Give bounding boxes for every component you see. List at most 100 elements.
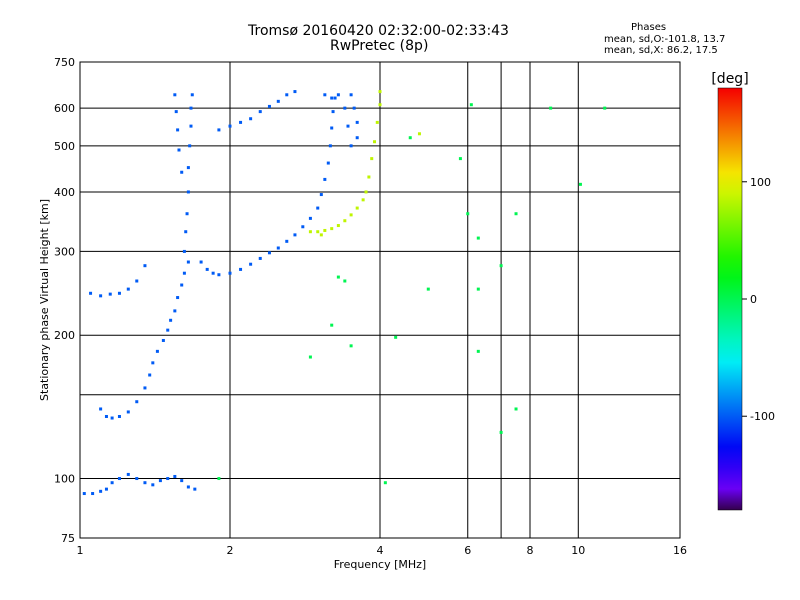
data-point <box>301 225 305 229</box>
data-point <box>343 106 347 110</box>
data-point <box>336 93 340 97</box>
data-point <box>135 279 139 283</box>
data-point <box>336 224 340 228</box>
data-point <box>161 338 165 342</box>
data-point <box>182 249 186 253</box>
x-tick-label: 1 <box>77 544 84 557</box>
data-point <box>499 430 503 434</box>
data-point <box>99 407 103 411</box>
data-point <box>186 260 190 264</box>
x-tick-label: 6 <box>464 544 471 557</box>
data-point <box>135 400 139 404</box>
data-point <box>173 309 177 313</box>
data-point <box>361 198 365 202</box>
data-point <box>199 260 203 264</box>
data-point <box>135 477 139 481</box>
data-point <box>330 227 334 231</box>
data-point <box>180 479 184 483</box>
data-point <box>328 144 332 148</box>
data-point <box>469 103 473 107</box>
data-point <box>408 136 412 140</box>
x-tick-label: 2 <box>227 544 234 557</box>
data-point <box>323 177 327 181</box>
data-point <box>326 161 330 165</box>
data-point <box>173 474 177 478</box>
data-point <box>476 236 480 240</box>
data-point <box>378 90 382 94</box>
data-point <box>330 126 334 130</box>
data-point <box>108 292 112 296</box>
data-point <box>323 93 327 97</box>
x-tick-label: 10 <box>571 544 585 557</box>
data-point <box>151 483 155 487</box>
data-point <box>104 487 108 491</box>
data-point <box>151 361 155 365</box>
data-point <box>148 373 152 377</box>
data-point <box>110 481 114 485</box>
data-point <box>367 175 371 179</box>
y-tick-label: 500 <box>54 140 75 153</box>
data-point <box>193 487 197 491</box>
y-tick-label: 400 <box>54 186 75 199</box>
data-point <box>426 287 430 291</box>
data-point <box>378 103 382 107</box>
data-point <box>186 485 190 489</box>
data-point <box>308 355 312 359</box>
x-tick-label: 16 <box>673 544 687 557</box>
data-point <box>549 106 553 110</box>
data-point <box>205 267 209 271</box>
data-point <box>143 264 147 268</box>
data-point <box>373 140 377 144</box>
data-point <box>258 110 262 114</box>
data-point <box>217 273 221 277</box>
data-point <box>355 136 359 140</box>
phases-legend-title: Phases <box>631 22 667 33</box>
data-point <box>293 90 297 94</box>
data-point <box>104 414 108 418</box>
data-point <box>177 148 181 152</box>
data-point <box>293 233 297 237</box>
data-point <box>249 117 253 121</box>
data-point <box>173 93 177 97</box>
data-point <box>383 481 387 485</box>
data-point <box>355 206 359 210</box>
data-point <box>189 106 193 110</box>
data-point <box>308 230 312 234</box>
data-point <box>285 93 289 97</box>
data-point <box>217 128 221 132</box>
data-point <box>330 323 334 327</box>
data-point <box>117 414 121 418</box>
data-point <box>603 106 607 110</box>
y-tick-label: 200 <box>54 329 75 342</box>
data-point <box>82 492 86 496</box>
data-point <box>352 106 356 110</box>
data-point <box>499 264 503 268</box>
data-point <box>186 166 190 170</box>
phases-legend-line2: mean, sd,X: 86.2, 17.5 <box>604 45 718 56</box>
data-point <box>276 246 280 250</box>
x-tick-label: 4 <box>377 544 384 557</box>
data-point <box>249 262 253 266</box>
data-point <box>174 110 178 114</box>
data-point <box>110 416 114 420</box>
data-point <box>276 99 280 103</box>
data-point <box>346 124 350 128</box>
colorbar-label: [deg] <box>711 71 748 87</box>
data-point <box>166 328 170 332</box>
data-point <box>349 344 353 348</box>
colorbar <box>717 87 743 511</box>
data-point <box>89 291 93 295</box>
data-point <box>323 228 327 232</box>
data-point <box>336 275 340 279</box>
y-tick-label: 750 <box>54 56 75 69</box>
data-point <box>228 271 232 275</box>
data-point <box>99 489 103 493</box>
data-point <box>189 124 193 128</box>
data-point <box>143 481 147 485</box>
data-point <box>349 144 353 148</box>
data-point <box>319 193 323 197</box>
colorbar-tick-label: 0 <box>750 293 757 306</box>
y-axis-label: Stationary phase Virtual Height [km] <box>38 199 51 401</box>
